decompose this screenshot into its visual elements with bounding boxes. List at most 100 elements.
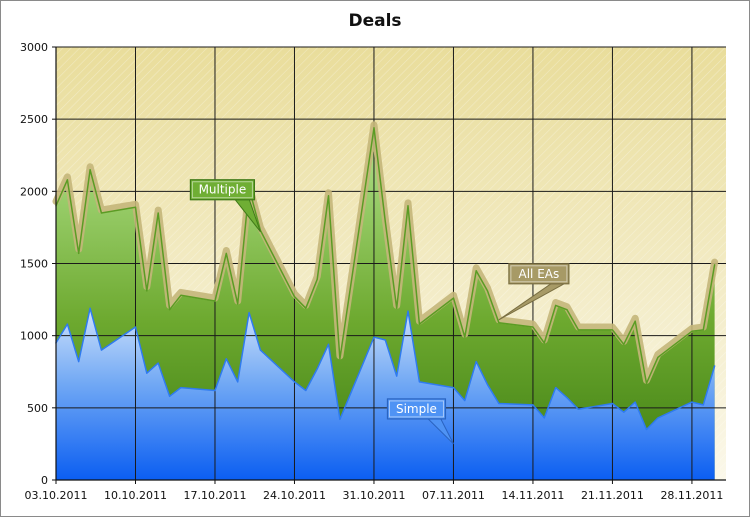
point-simple-33 <box>566 397 568 399</box>
point-simple-12 <box>237 381 239 383</box>
point-multiple-12 <box>237 303 239 305</box>
point-simple-39 <box>657 417 659 419</box>
y-tick-label-500: 500 <box>27 402 48 415</box>
point-simple-5 <box>135 326 137 328</box>
point-multiple-16 <box>305 307 307 309</box>
point-multiple-2 <box>78 253 80 255</box>
point-multiple-19 <box>339 358 341 360</box>
point-simple-25 <box>453 387 455 389</box>
point-multiple-10 <box>214 300 216 302</box>
point-simple-2 <box>78 361 80 363</box>
point-all-eas-40 <box>691 328 693 330</box>
point-simple-24 <box>419 381 421 383</box>
point-simple-22 <box>396 375 398 377</box>
point-multiple-42 <box>714 264 716 266</box>
point-multiple-41 <box>703 329 705 331</box>
area-simple <box>56 308 715 480</box>
x-tick-label-5: 07.11.2011 <box>422 489 485 502</box>
point-all-eas-33 <box>566 306 568 308</box>
x-tick-label-1: 10.10.2011 <box>104 489 167 502</box>
point-multiple-17 <box>316 279 318 281</box>
point-simple-9 <box>180 387 182 389</box>
x-tick-label-2: 17.10.2011 <box>183 489 246 502</box>
point-simple-37 <box>634 401 636 403</box>
point-multiple-7 <box>157 212 159 214</box>
point-simple-28 <box>487 384 489 386</box>
point-multiple-18 <box>328 195 330 197</box>
point-multiple-31 <box>544 342 546 344</box>
y-tick-label-1500: 1500 <box>20 258 48 271</box>
point-simple-41 <box>703 404 705 406</box>
point-simple-27 <box>475 361 477 363</box>
point-multiple-24 <box>419 323 421 325</box>
point-multiple-25 <box>453 297 455 299</box>
point-multiple-23 <box>407 205 409 207</box>
point-simple-20 <box>373 336 375 338</box>
point-all-eas-25 <box>453 295 455 297</box>
point-all-eas-3 <box>89 166 91 168</box>
point-all-eas-9 <box>180 292 182 294</box>
chart-title: Deals <box>348 11 401 31</box>
point-multiple-15 <box>294 296 296 298</box>
x-tick-label-3: 24.10.2011 <box>263 489 326 502</box>
point-simple-15 <box>294 381 296 383</box>
point-multiple-29 <box>498 322 500 324</box>
point-multiple-38 <box>646 383 648 385</box>
callout-label-multiple: Multiple <box>199 183 247 197</box>
point-all-eas-23 <box>407 202 409 204</box>
callout-all-eas: All EAs <box>498 263 570 321</box>
point-simple-17 <box>316 368 318 370</box>
point-simple-40 <box>691 401 693 403</box>
y-tick-label-2000: 2000 <box>20 185 48 198</box>
point-simple-1 <box>67 323 69 325</box>
point-multiple-5 <box>135 206 137 208</box>
point-multiple-21 <box>385 221 387 223</box>
callout-inner-all-eas <box>510 265 568 283</box>
callout-inner-simple <box>388 400 444 418</box>
point-simple-34 <box>578 409 580 411</box>
point-multiple-6 <box>146 290 148 292</box>
point-simple-31 <box>544 417 546 419</box>
point-all-eas-7 <box>157 209 159 211</box>
point-multiple-30 <box>532 326 534 328</box>
point-all-eas-37 <box>634 318 636 320</box>
point-simple-32 <box>555 387 557 389</box>
point-all-eas-5 <box>135 204 137 206</box>
point-multiple-35 <box>612 329 614 331</box>
point-simple-10 <box>214 390 216 392</box>
x-tick-label-6: 14.11.2011 <box>501 489 564 502</box>
point-all-eas-18 <box>328 192 330 194</box>
callout-simple: Simple <box>386 398 454 445</box>
point-multiple-40 <box>691 331 693 333</box>
point-simple-29 <box>498 403 500 405</box>
x-tick-label-0: 03.10.2011 <box>25 489 88 502</box>
point-simple-19 <box>339 419 341 421</box>
plot-area <box>52 46 726 481</box>
point-multiple-37 <box>634 320 636 322</box>
point-all-eas-39 <box>657 354 659 356</box>
point-multiple-39 <box>657 357 659 359</box>
point-simple-38 <box>646 429 648 431</box>
point-simple-35 <box>612 403 614 405</box>
point-all-eas-11 <box>226 250 228 252</box>
y-tick-label-3000: 3000 <box>20 41 48 54</box>
point-simple-18 <box>328 344 330 346</box>
point-all-eas-35 <box>612 326 614 328</box>
point-simple-36 <box>623 411 625 413</box>
y-tick-label-2500: 2500 <box>20 113 48 126</box>
point-all-eas-27 <box>475 267 477 269</box>
callout-box-all-eas <box>508 263 570 285</box>
point-multiple-33 <box>566 309 568 311</box>
x-tick-label-4: 31.10.2011 <box>342 489 405 502</box>
point-multiple-26 <box>464 336 466 338</box>
point-multiple-34 <box>578 329 580 331</box>
point-simple-26 <box>464 400 466 402</box>
line-simple <box>55 307 716 431</box>
point-simple-8 <box>169 396 171 398</box>
point-multiple-9 <box>180 295 182 297</box>
point-simple-16 <box>305 390 307 392</box>
point-multiple-8 <box>169 309 171 311</box>
point-simple-3 <box>89 307 91 309</box>
point-simple-13 <box>248 312 250 314</box>
point-all-eas-30 <box>532 323 534 325</box>
